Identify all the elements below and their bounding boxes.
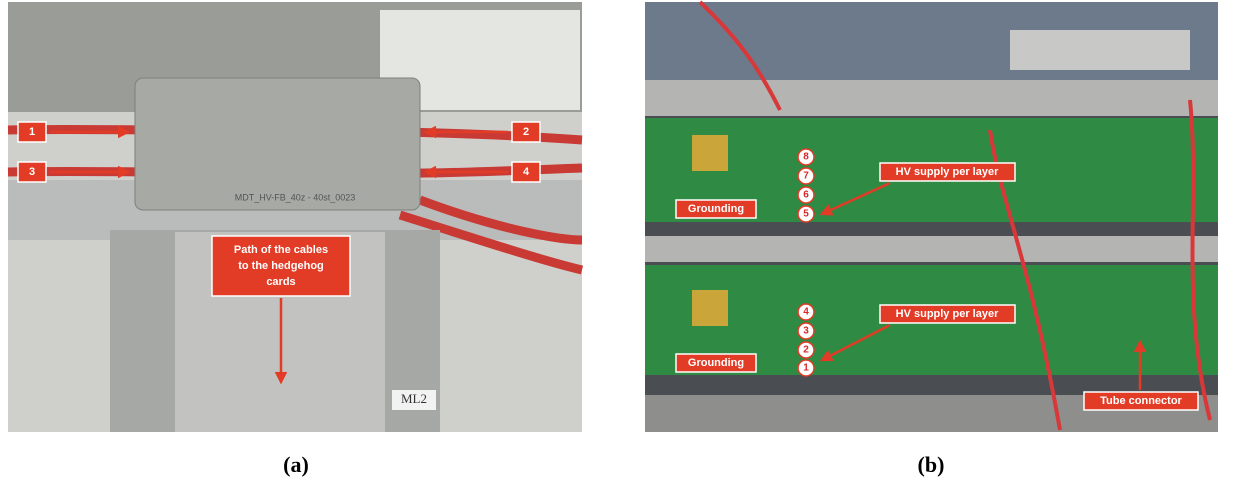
annotation-line: cards: [266, 276, 295, 288]
grounding-label: Grounding: [688, 203, 744, 215]
cable-label: 2: [523, 126, 529, 138]
photo-a: MDT_HV-FB_40z - 40st_0023 ML2: [7, 2, 584, 432]
cable-label: 3: [29, 166, 35, 178]
cable-label: 4: [523, 166, 530, 178]
layer-number: 8: [803, 152, 809, 163]
caption: (b): [918, 452, 945, 477]
layer-number: 7: [803, 171, 809, 182]
layer-number: 5: [803, 209, 809, 220]
connector-label: Tube connector: [1100, 395, 1182, 407]
annotation-line: Path of the cables: [234, 244, 328, 256]
hv-label: HV supply per layer: [896, 166, 999, 178]
hv-label: HV supply per layer: [896, 308, 999, 320]
sticker: ML2: [401, 391, 427, 406]
layer-number: 2: [803, 345, 809, 356]
caption: (a): [283, 452, 309, 477]
annotations-a: 1 2 3 4 Path of the cables to the hedgeh…: [17, 121, 541, 385]
cable-label: 1: [29, 126, 35, 138]
annotation-line: to the hedgehog: [238, 260, 324, 272]
layer-number: 4: [803, 307, 809, 318]
svg-text:MDT_HV-FB_40z - 40st_0023: MDT_HV-FB_40z - 40st_0023: [235, 192, 356, 202]
annotations-b: 8 7 6 5 4 3 2 1 HV supply per layer HV s…: [675, 148, 1199, 411]
grounding-label: Grounding: [688, 357, 744, 369]
layer-number: 3: [803, 326, 809, 337]
layer-number: 6: [803, 190, 809, 201]
layer-number: 1: [803, 363, 809, 374]
